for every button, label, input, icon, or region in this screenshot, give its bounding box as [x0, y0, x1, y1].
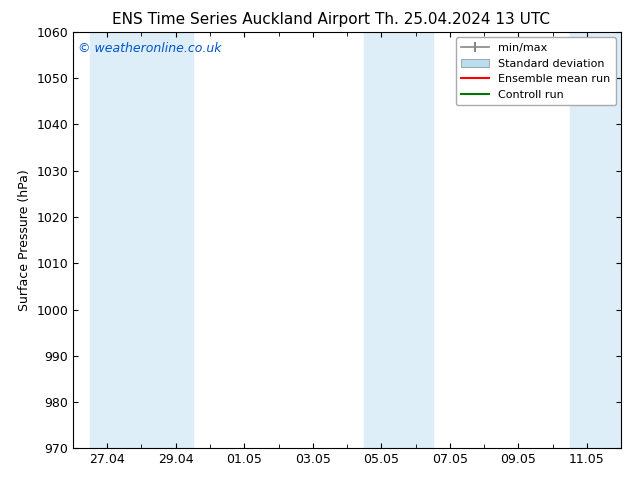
Legend: min/max, Standard deviation, Ensemble mean run, Controll run: min/max, Standard deviation, Ensemble me… — [456, 37, 616, 105]
Bar — [90, 32, 193, 448]
Text: Th. 25.04.2024 13 UTC: Th. 25.04.2024 13 UTC — [375, 12, 550, 27]
Text: © weatheronline.co.uk: © weatheronline.co.uk — [79, 42, 222, 55]
Bar — [365, 32, 433, 448]
Y-axis label: Surface Pressure (hPa): Surface Pressure (hPa) — [18, 169, 30, 311]
Bar — [570, 32, 621, 448]
Text: ENS Time Series Auckland Airport: ENS Time Series Auckland Airport — [112, 12, 370, 27]
